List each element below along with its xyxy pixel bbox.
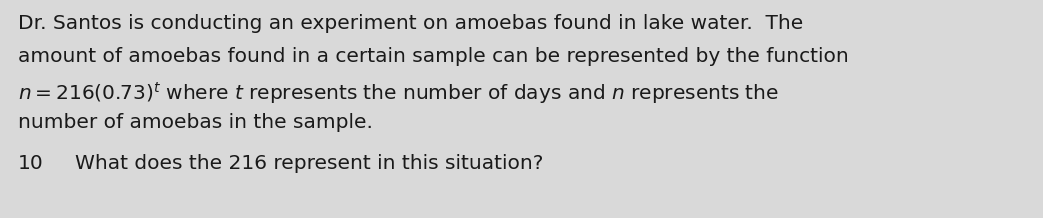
Text: 10: 10 [18, 154, 44, 173]
Text: Dr. Santos is conducting an experiment on amoebas found in lake water.  The: Dr. Santos is conducting an experiment o… [18, 14, 803, 33]
Text: amount of amoebas found in a certain sample can be represented by the function: amount of amoebas found in a certain sam… [18, 47, 849, 66]
Text: number of amoebas in the sample.: number of amoebas in the sample. [18, 113, 373, 132]
Text: $n = 216(0.73)^{t}$ where $t$ represents the number of days and $n$ represents t: $n = 216(0.73)^{t}$ where $t$ represents… [18, 80, 779, 106]
Text: What does the 216 represent in this situation?: What does the 216 represent in this situ… [75, 154, 543, 173]
